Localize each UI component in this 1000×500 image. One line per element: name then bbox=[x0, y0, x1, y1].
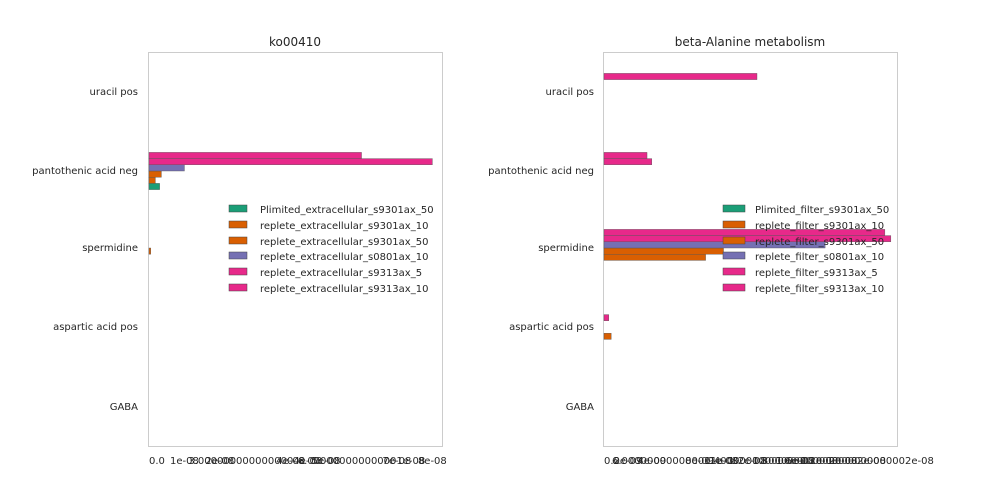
bar bbox=[148, 152, 362, 159]
bars bbox=[603, 73, 892, 340]
legend: Plimited_extracellular_s9301ax_50 replet… bbox=[228, 204, 434, 295]
legend-swatch bbox=[228, 204, 248, 213]
x-tick-label: 7e-08 bbox=[383, 456, 412, 467]
legend: Plimited_filter_s9301ax_50 replete_filte… bbox=[722, 204, 889, 295]
category-label: spermidine bbox=[538, 243, 594, 254]
legend-swatch bbox=[722, 283, 746, 292]
x-tick-label: 0.0 bbox=[149, 456, 165, 467]
subplot-ko00410: ko00410 uracil pos pantothenic acid neg … bbox=[32, 35, 447, 467]
x-tick-label: 6.000000000000001e-09 bbox=[612, 456, 739, 467]
legend-label: replete_extracellular_s9313ax_5 bbox=[260, 268, 422, 279]
legend-swatch bbox=[722, 267, 746, 276]
legend-swatch bbox=[722, 220, 746, 229]
x-tick-label: 4e-08 bbox=[276, 456, 305, 467]
x-tick-label: 2e-08 bbox=[829, 456, 858, 467]
x-tick-label: 1.6e-08 bbox=[776, 456, 814, 467]
x-tick-label: 8e-09 bbox=[685, 456, 714, 467]
x-tick-label: 6.000000000000001e-08 bbox=[298, 456, 425, 467]
bar bbox=[603, 253, 706, 261]
legend-swatch bbox=[228, 251, 248, 260]
category-label: aspartic acid pos bbox=[509, 322, 594, 333]
subplot-beta-alanine: beta-Alanine metabolism uracil pos panto… bbox=[488, 35, 934, 467]
bar bbox=[148, 158, 433, 166]
legend-label: replete_extracellular_s9301ax_50 bbox=[260, 237, 428, 248]
legend-label: Plimited_filter_s9301ax_50 bbox=[755, 205, 889, 216]
category-label: aspartic acid pos bbox=[53, 322, 138, 333]
x-tick-labels: 0.02e-094e-096.000000000000001e-098e-091… bbox=[604, 456, 934, 467]
category-label: pantothenic acid neg bbox=[32, 166, 138, 177]
bar bbox=[603, 152, 648, 159]
x-tick-label: 2e-08 bbox=[205, 456, 234, 467]
legend-label: replete_extracellular_s9301ax_10 bbox=[260, 221, 428, 232]
x-tick-label: 2e-09 bbox=[613, 456, 642, 467]
x-tick-label: 1.4000000000000001e-08 bbox=[704, 456, 838, 467]
category-label: GABA bbox=[566, 402, 594, 413]
legend-swatch bbox=[228, 236, 248, 245]
bar bbox=[148, 170, 162, 178]
category-label: GABA bbox=[110, 402, 138, 413]
x-tick-label: 1.2e-08 bbox=[728, 456, 766, 467]
legend-label: replete_filter_s9313ax_10 bbox=[755, 284, 884, 295]
bar bbox=[148, 176, 156, 184]
legend-swatch bbox=[722, 236, 746, 245]
bar bbox=[603, 247, 724, 255]
legend-label: replete_filter_s9313ax_5 bbox=[755, 268, 878, 279]
category-label: spermidine bbox=[82, 243, 138, 254]
x-tick-label: 3.0000000000000004e-08 bbox=[188, 456, 322, 467]
category-label: uracil pos bbox=[546, 87, 595, 98]
legend-swatch bbox=[228, 283, 248, 292]
bar bbox=[148, 183, 160, 190]
x-tick-label: 2.2000000000000002e-08 bbox=[800, 456, 934, 467]
legend-label: replete_extracellular_s0801ax_10 bbox=[260, 252, 428, 263]
x-tick-label: 4e-09 bbox=[637, 456, 666, 467]
bars bbox=[148, 152, 433, 255]
bar bbox=[603, 229, 886, 236]
x-tick-label: 8e-08 bbox=[418, 456, 447, 467]
legend-swatch bbox=[228, 220, 248, 229]
x-tick-label: 0.0 bbox=[604, 456, 620, 467]
category-label: uracil pos bbox=[90, 87, 139, 98]
legend-swatch bbox=[722, 251, 746, 260]
legend-swatch bbox=[722, 204, 746, 213]
legend-label: replete_filter_s9301ax_10 bbox=[755, 221, 884, 232]
bar bbox=[603, 333, 612, 340]
chart-title: beta-Alanine metabolism bbox=[675, 35, 825, 49]
plot-frame bbox=[148, 52, 443, 447]
legend-label: replete_filter_s0801ax_10 bbox=[755, 252, 884, 263]
legend-label: Plimited_extracellular_s9301ax_50 bbox=[260, 205, 434, 216]
category-labels: uracil pos pantothenic acid neg spermidi… bbox=[32, 87, 138, 413]
x-tick-labels: 0.0 1e-08 2e-083.0000000000000004e-084e-08… bbox=[149, 456, 447, 467]
x-tick-label: 1.8000000000000002e-08 bbox=[752, 456, 886, 467]
x-tick-label: 5e-08 bbox=[312, 456, 341, 467]
bar bbox=[603, 314, 609, 322]
x-tick-label: 1e-08 bbox=[709, 456, 738, 467]
category-labels: uracil pos pantothenic acid neg spermidi… bbox=[488, 87, 594, 413]
legend-label: replete_filter_s9301ax_50 bbox=[755, 237, 884, 248]
bar bbox=[148, 164, 185, 172]
legend-swatch bbox=[228, 267, 248, 276]
chart-title: ko00410 bbox=[269, 35, 321, 49]
bar bbox=[603, 73, 758, 80]
bar bbox=[148, 247, 151, 255]
legend-label: replete_extracellular_s9313ax_10 bbox=[260, 284, 428, 295]
x-tick-label: 1e-08 bbox=[170, 456, 199, 467]
bar bbox=[603, 158, 652, 166]
category-label: pantothenic acid neg bbox=[488, 166, 594, 177]
